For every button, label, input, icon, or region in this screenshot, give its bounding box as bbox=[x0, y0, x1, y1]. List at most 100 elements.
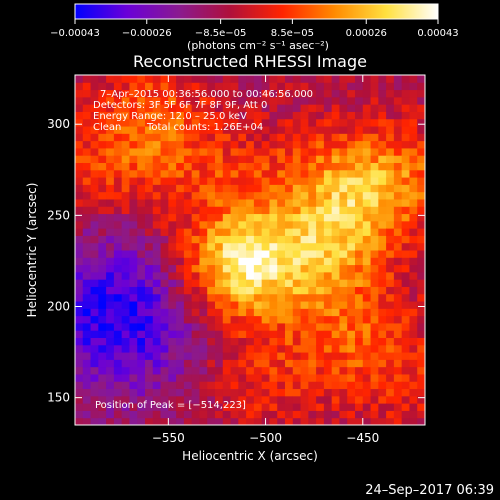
heatmap-cell bbox=[82, 140, 92, 149]
heatmap-cell bbox=[168, 111, 177, 120]
heatmap-cell bbox=[113, 293, 123, 302]
heatmap-cell bbox=[331, 271, 340, 280]
heatmap-cell bbox=[316, 279, 325, 287]
heatmap-cell bbox=[370, 198, 379, 207]
heatmap-cell bbox=[331, 395, 340, 404]
heatmap-cell bbox=[183, 381, 193, 390]
heatmap-cell bbox=[292, 373, 302, 382]
heatmap-cell bbox=[308, 381, 317, 390]
heatmap-cell bbox=[152, 417, 162, 425]
heatmap-cell bbox=[370, 403, 379, 411]
heatmap-cell bbox=[339, 177, 348, 185]
heatmap-cell bbox=[98, 286, 107, 295]
heatmap-cell bbox=[269, 169, 278, 178]
heatmap-cell bbox=[191, 322, 200, 331]
heatmap-cell bbox=[417, 315, 425, 324]
heatmap-cell bbox=[230, 286, 239, 295]
heatmap-cell bbox=[246, 198, 255, 207]
heatmap-cell bbox=[222, 75, 232, 83]
heatmap-cell bbox=[215, 286, 224, 295]
heatmap-cell bbox=[176, 322, 185, 331]
heatmap-cell bbox=[129, 315, 138, 324]
heatmap-cell bbox=[331, 155, 340, 163]
heatmap-cell bbox=[323, 359, 333, 368]
heatmap-cell bbox=[152, 308, 162, 317]
heatmap-cell bbox=[401, 330, 410, 338]
heatmap-cell bbox=[168, 344, 177, 353]
heatmap-cell bbox=[386, 184, 395, 193]
heatmap-cell bbox=[230, 82, 239, 91]
heatmap-cell bbox=[370, 257, 379, 266]
heatmap-cell bbox=[378, 228, 387, 236]
heatmap-cell bbox=[113, 111, 123, 120]
heatmap-cell bbox=[230, 257, 239, 266]
heatmap-cell bbox=[113, 89, 123, 98]
heatmap-cell bbox=[222, 410, 232, 419]
heatmap-cell bbox=[339, 403, 348, 411]
heatmap-cell bbox=[308, 162, 317, 171]
heatmap-cell bbox=[129, 242, 138, 251]
heatmap-cell bbox=[129, 206, 138, 215]
heatmap-cell bbox=[176, 206, 185, 215]
heatmap-cell bbox=[191, 352, 200, 360]
heatmap-cell bbox=[238, 410, 247, 419]
heatmap-cell bbox=[129, 359, 138, 368]
heatmap-cell bbox=[82, 89, 92, 98]
heatmap-cell bbox=[323, 388, 333, 397]
heatmap-cell bbox=[386, 286, 395, 295]
heatmap-cell bbox=[168, 198, 177, 207]
heatmap-cell bbox=[355, 322, 364, 331]
heatmap-cell bbox=[98, 126, 107, 134]
heatmap-cell bbox=[199, 373, 208, 382]
heatmap-cell bbox=[113, 417, 123, 425]
heatmap-cell bbox=[378, 395, 387, 404]
heatmap-cell bbox=[292, 220, 302, 229]
heatmap-cell bbox=[277, 417, 286, 425]
heatmap-cell bbox=[331, 206, 340, 215]
heatmap-cell bbox=[378, 352, 387, 360]
heatmap-cell bbox=[246, 206, 255, 215]
heatmap-cell bbox=[215, 104, 224, 112]
heatmap-cell bbox=[121, 388, 130, 397]
heatmap-cell bbox=[386, 344, 395, 353]
heatmap-cell bbox=[277, 75, 286, 83]
heatmap-cell bbox=[90, 82, 99, 91]
heatmap-cell bbox=[331, 381, 340, 390]
heatmap-cell bbox=[75, 403, 84, 411]
heatmap-cell bbox=[82, 308, 92, 317]
heatmap-cell bbox=[339, 322, 348, 331]
heatmap-cell bbox=[331, 366, 340, 375]
heatmap-cell bbox=[323, 126, 333, 134]
heatmap-cell bbox=[261, 250, 270, 258]
heatmap-cell bbox=[145, 344, 154, 353]
heatmap-cell bbox=[269, 133, 278, 142]
heatmap-cell bbox=[246, 155, 255, 163]
heatmap-cell bbox=[222, 213, 232, 222]
heatmap-cell bbox=[191, 206, 200, 215]
heatmap-cell bbox=[137, 271, 146, 280]
heatmap-cell bbox=[393, 191, 403, 200]
heatmap-cell bbox=[160, 388, 169, 397]
heatmap-cell bbox=[393, 235, 403, 244]
heatmap-cell bbox=[129, 410, 138, 419]
heatmap-cell bbox=[323, 213, 333, 222]
heatmap-cell bbox=[393, 330, 403, 338]
heatmap-cell bbox=[160, 352, 169, 360]
heatmap-cell bbox=[269, 242, 278, 251]
heatmap-cell bbox=[253, 89, 263, 98]
heatmap-cell bbox=[417, 133, 425, 142]
heatmap-cell bbox=[176, 133, 185, 142]
heatmap-cell bbox=[82, 330, 92, 338]
heatmap-cell bbox=[417, 118, 425, 127]
heatmap-cell bbox=[277, 293, 286, 302]
heatmap-cell bbox=[137, 242, 146, 251]
heatmap-cell bbox=[75, 104, 84, 112]
heatmap-cell bbox=[246, 417, 255, 425]
heatmap-cell bbox=[401, 75, 410, 83]
heatmap-cell bbox=[137, 373, 146, 382]
heatmap-cell bbox=[253, 344, 263, 353]
heatmap-cell bbox=[277, 257, 286, 266]
heatmap-cell bbox=[215, 257, 224, 266]
heatmap-cell bbox=[152, 264, 162, 273]
heatmap-cell bbox=[339, 301, 348, 309]
